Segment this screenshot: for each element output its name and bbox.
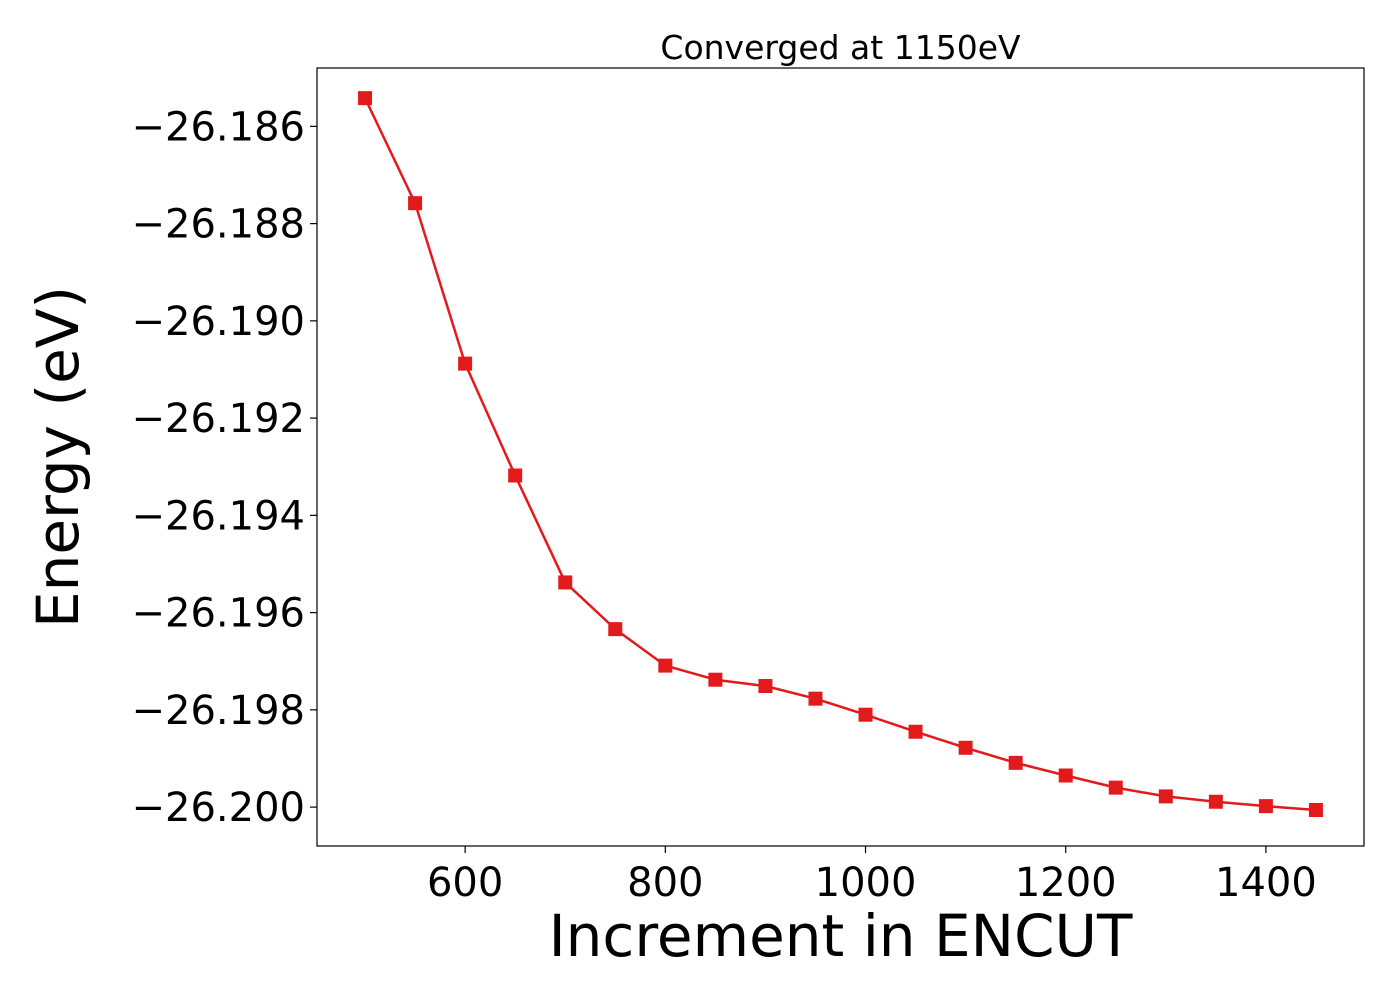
data-point-marker — [1008, 755, 1023, 770]
y-axis-ticks: −26.186 −26.188 −26.190 −26.192 −26.194 −26.1… — [132, 104, 317, 831]
data-point-marker — [658, 658, 673, 673]
y-tick-label: −26.198 — [132, 688, 305, 734]
data-point-marker — [758, 679, 773, 694]
data-point-marker — [858, 707, 873, 722]
y-tick-label: −26.186 — [132, 104, 305, 150]
y-tick-label: −26.194 — [132, 493, 305, 539]
data-point-marker — [508, 468, 523, 483]
data-point-marker — [558, 575, 573, 590]
x-tick-label: 1200 — [1015, 860, 1117, 906]
series-line — [363, 97, 1317, 812]
data-point-marker — [358, 91, 373, 106]
y-tick-label: −26.188 — [132, 202, 305, 248]
data-point-marker — [1058, 768, 1073, 783]
data-point-marker — [1208, 794, 1223, 809]
chart-title: Converged at 1150eV — [660, 28, 1021, 67]
data-point-marker — [708, 672, 723, 687]
plot-frame — [316, 67, 1365, 847]
y-tick-label: −26.200 — [132, 785, 305, 831]
y-tick-label: −26.192 — [132, 396, 305, 442]
x-tick-label: 800 — [627, 860, 703, 906]
x-axis-ticks: 600 800 1000 1200 1400 — [427, 846, 1317, 906]
y-tick-label: −26.196 — [132, 591, 305, 637]
x-tick-label: 1000 — [815, 860, 917, 906]
data-point-marker — [1308, 803, 1323, 818]
x-tick-label: 1400 — [1215, 860, 1317, 906]
data-point-marker — [608, 622, 623, 637]
data-point-marker — [1258, 799, 1273, 814]
data-point-marker — [958, 740, 973, 755]
data-point-marker — [1108, 780, 1123, 795]
data-point-marker — [458, 356, 473, 371]
y-tick-label: −26.190 — [132, 299, 305, 345]
x-tick-label: 600 — [427, 860, 503, 906]
plot-area — [358, 91, 1323, 818]
data-point-marker — [908, 724, 923, 739]
data-point-marker — [408, 196, 423, 211]
data-point-marker — [1158, 789, 1173, 804]
y-axis-title: Energy (eV) — [24, 286, 92, 628]
data-point-marker — [808, 691, 823, 706]
x-axis-title: Increment in ENCUT — [549, 902, 1133, 970]
